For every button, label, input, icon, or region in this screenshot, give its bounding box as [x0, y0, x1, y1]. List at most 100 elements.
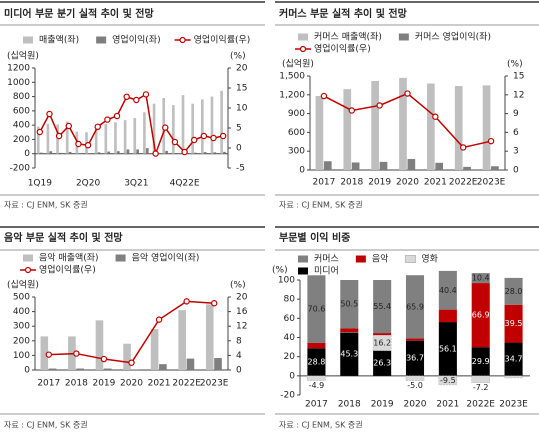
- x-tick-label: 2017: [312, 178, 335, 188]
- bar: [59, 152, 62, 154]
- bar: [107, 151, 111, 154]
- y2-tick-label: 0: [513, 166, 519, 176]
- value-label: -9.5: [440, 376, 456, 385]
- bar: [136, 149, 139, 154]
- y2-tick-label: 9: [513, 109, 519, 119]
- bar: [407, 159, 416, 170]
- bar: [379, 161, 388, 170]
- bar: [323, 161, 332, 170]
- stacked-segment: [307, 348, 326, 376]
- bar: [48, 368, 57, 370]
- bar: [315, 96, 324, 170]
- source-note: 자료 : CJ ENM, SK 증권: [4, 200, 88, 210]
- bar: [178, 310, 186, 370]
- line-marker: [376, 102, 383, 109]
- stacked-segment: [307, 375, 326, 381]
- bar: [143, 112, 146, 154]
- y-tick-label: 400: [13, 121, 30, 131]
- bar: [351, 162, 360, 170]
- y-tick-label: 1200: [7, 64, 30, 74]
- bar: [399, 77, 407, 170]
- x-tick-label: 2021: [436, 400, 459, 410]
- y2-tick-label: 12: [513, 90, 524, 100]
- x-tick-label: 2018: [340, 178, 363, 188]
- bar: [40, 336, 49, 370]
- bar: [214, 358, 222, 370]
- legend-swatch: [404, 255, 416, 263]
- x-tick-label: 2022E: [466, 400, 495, 410]
- line-marker: [183, 298, 190, 305]
- bar: [56, 124, 59, 154]
- value-label: 29.9: [472, 357, 490, 366]
- line-marker: [191, 136, 198, 144]
- bar: [39, 152, 43, 154]
- line-marker: [73, 350, 80, 357]
- y2-tick-label: 10: [236, 104, 248, 114]
- bar: [205, 304, 214, 370]
- value-label: 36.7: [406, 354, 424, 363]
- line-marker: [219, 132, 227, 140]
- y-axis-unit: (십억원): [7, 279, 39, 291]
- bar: [159, 364, 167, 370]
- legend-label: 커머스 매출액(좌): [314, 31, 382, 43]
- stacked-segment: [405, 340, 425, 376]
- line-marker: [460, 144, 467, 151]
- x-tick-label: 2019: [368, 178, 391, 188]
- bar: [46, 123, 50, 154]
- x-tick-label: 2018: [338, 400, 361, 410]
- legend-label: 미디어: [314, 266, 339, 277]
- y2-tick-label: 3: [513, 147, 519, 157]
- y2-tick-label: 15: [513, 72, 524, 82]
- x-tick-label: 2019: [92, 379, 115, 389]
- line-marker: [65, 122, 72, 130]
- x-tick-label: 2023E: [477, 178, 506, 188]
- stacked-segment: [373, 280, 392, 334]
- line-marker: [128, 359, 135, 366]
- x-tick-label: 2020: [396, 178, 419, 188]
- line-marker: [94, 123, 101, 131]
- y-tick-label: 80: [284, 295, 296, 305]
- stacked-segment: [471, 375, 490, 383]
- legend-swatch: [298, 33, 308, 41]
- bar: [117, 151, 120, 154]
- bar: [210, 96, 214, 154]
- line-marker: [123, 93, 130, 101]
- x-tick-label: 1Q19: [28, 179, 53, 189]
- y2-tick-label: 16: [236, 307, 248, 317]
- bar: [200, 99, 204, 154]
- bar: [454, 86, 463, 170]
- x-tick-label: 2022E: [172, 379, 201, 389]
- value-label: 50.5: [340, 300, 358, 309]
- bar: [223, 151, 226, 154]
- chart-title: 음악 부문 실적 추이 및 전망: [4, 231, 123, 244]
- legend-swatch: [298, 267, 308, 275]
- y-tick-label: 0: [299, 166, 305, 176]
- x-tick-label: 2017: [37, 379, 60, 389]
- stacked-segment: [307, 275, 326, 343]
- legend-swatch: [298, 255, 308, 263]
- line-marker: [155, 316, 163, 323]
- y2-tick-label: 12: [236, 322, 247, 332]
- y-tick-label: 900: [288, 109, 305, 119]
- value-label: 55.4: [373, 302, 391, 311]
- stacked-segment: [471, 283, 490, 348]
- legend-label: 영업이익률(우): [39, 264, 96, 276]
- legend-swatch: [398, 33, 409, 41]
- x-tick-label: 2023E: [200, 379, 229, 389]
- y2-axis-unit: (%): [507, 60, 523, 70]
- y2-tick-label: 8: [236, 336, 242, 346]
- legend-label: 영업이익률(우): [314, 43, 371, 55]
- value-label: 16.2: [373, 338, 391, 347]
- y2-tick-label: 6: [513, 128, 519, 138]
- legend-label: 영화: [421, 254, 438, 265]
- legend-marker: [299, 45, 307, 53]
- bar: [172, 105, 175, 154]
- stacked-segment: [405, 338, 425, 341]
- value-label: 56.1: [439, 344, 457, 353]
- line-marker: [404, 90, 411, 97]
- stacked-segment: [340, 328, 359, 333]
- x-tick-label: 2021: [148, 379, 171, 389]
- y2-tick-label: 0: [236, 366, 242, 376]
- stacked-segment: [405, 375, 425, 381]
- chart-title: 커머스 부문 실적 추이 및 전망: [279, 7, 408, 20]
